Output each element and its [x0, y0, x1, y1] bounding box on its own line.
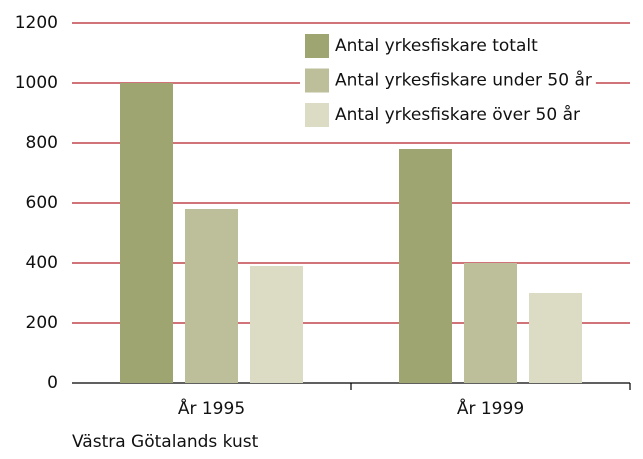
y-tick-label: 1200 — [15, 13, 58, 33]
bar — [120, 83, 173, 383]
x-axis-label: Västra Götalands kust — [72, 432, 259, 452]
legend-label: Antal yrkesfiskare under 50 år — [335, 70, 592, 91]
y-tick-label: 1000 — [15, 73, 58, 93]
legend-background — [300, 65, 596, 96]
y-tick-label: 0 — [47, 373, 58, 393]
legend-label: Antal yrkesfiskare över 50 år — [335, 104, 580, 125]
legend-swatch — [305, 103, 329, 127]
y-tick-label: 400 — [26, 253, 58, 273]
bar — [399, 149, 452, 383]
bar — [250, 266, 303, 383]
x-tick-label: År 1995 — [178, 397, 245, 419]
bar — [185, 209, 238, 383]
bar — [464, 263, 517, 383]
legend-swatch — [305, 34, 329, 58]
x-tick-label: År 1999 — [457, 397, 524, 419]
bar — [529, 293, 582, 383]
legend-background — [300, 31, 542, 61]
legend-background — [300, 100, 584, 130]
y-tick-label: 800 — [26, 133, 58, 153]
legend-swatch — [305, 68, 329, 93]
y-tick-label: 200 — [26, 313, 58, 333]
legend-label: Antal yrkesfiskare totalt — [335, 36, 538, 56]
y-tick-label: 600 — [26, 193, 58, 213]
